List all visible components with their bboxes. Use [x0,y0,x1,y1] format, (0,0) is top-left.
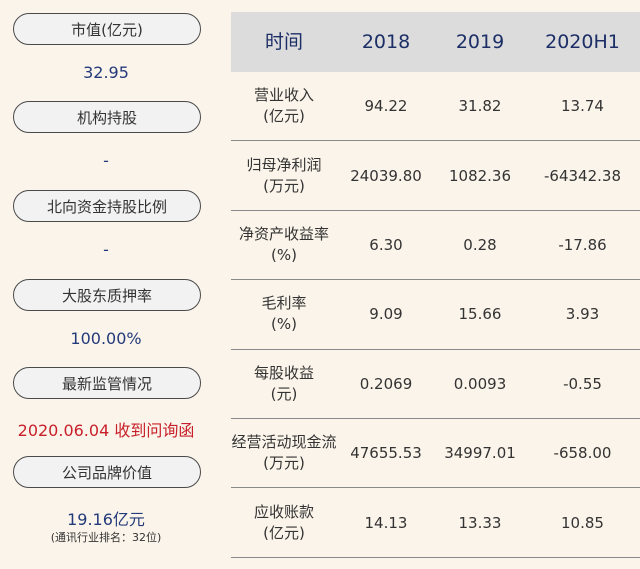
row-label-line1: 归母净利润 [246,155,322,174]
table-row: 归母净利润 (万元) 24039.80 1082.36 -64342.38 [231,141,640,211]
pill-text: 机构持股 [76,108,137,127]
row-label: 净资产收益率 (%) [231,224,337,266]
cell-2018: 6.30 [369,235,403,254]
cell-2020h1: -658.00 [553,444,612,463]
market-cap-label: 市值(亿元) [13,13,201,45]
cell-2019: 0.28 [463,235,497,254]
brand-rank-note: (通讯行业排名：32位) [50,531,162,544]
row-label-line2: (%) [271,245,297,264]
table-row: 毛利率 (%) 9.09 15.66 3.93 [231,280,640,350]
cell-2018: 94.22 [364,97,408,116]
pledge-ratio-value: 100.00% [70,329,142,348]
cell-2020h1: 10.85 [561,513,604,532]
row-label: 应收账款 (亿元) [231,502,337,544]
cell-2018: 47655.53 [350,444,422,463]
row-label-line1: 毛利率 [261,294,307,313]
pill-text: 最新监管情况 [61,374,152,393]
header-2018: 2018 [361,31,411,53]
brand-value-label: 公司品牌价值 [13,456,201,488]
row-label: 毛利率 (%) [231,293,337,335]
institutional-holding-label: 机构持股 [13,101,201,133]
row-label-line2: (元) [270,384,298,403]
row-label-line2: (%) [271,315,297,334]
row-label: 归母净利润 (万元) [231,155,337,197]
cell-2018: 24039.80 [350,166,422,185]
financial-table: 时间 2018 2019 2020H1 营业收入 (亿元) 94.22 31.82… [231,12,640,558]
table-header: 时间 2018 2019 2020H1 [231,12,640,72]
row-label: 经营活动现金流 (万元) [231,432,337,474]
row-label: 每股收益 (元) [231,363,337,405]
pill-text: 北向资金持股比例 [46,197,167,216]
cell-2019: 0.0093 [453,374,507,393]
cell-2018: 0.2069 [359,374,413,393]
pill-text: 市值(亿元) [71,20,143,39]
cell-2019: 34997.01 [444,444,516,463]
pill-text: 大股东质押率 [61,286,152,305]
table-row: 经营活动现金流 (万元) 47655.53 34997.01 -658.00 [231,419,640,489]
northbound-holding-label: 北向资金持股比例 [13,190,201,222]
northbound-holding-value: - [103,240,109,259]
row-label-line2: (万元) [263,454,305,473]
pledge-ratio-label: 大股东质押率 [13,279,201,311]
brand-value-value: 19.16亿元 [67,510,145,529]
institutional-holding-value: - [103,151,109,170]
cell-2018: 9.09 [369,305,403,324]
row-label: 营业收入 (亿元) [231,85,337,127]
regulatory-status-value: 2020.06.04 收到问询函 [17,421,195,440]
row-label-line2: (万元) [263,176,305,195]
market-cap-value: 32.95 [83,63,129,82]
cell-2019: 15.66 [458,305,502,324]
cell-2020h1: -0.55 [563,374,602,393]
table-row: 应收账款 (亿元) 14.13 13.33 10.85 [231,488,640,558]
table-row: 每股收益 (元) 0.2069 0.0093 -0.55 [231,350,640,419]
header-time: 时间 [264,30,303,53]
cell-2019: 1082.36 [448,166,512,185]
row-label-line1: 净资产收益率 [238,224,329,243]
row-label-line1: 应收账款 [253,502,314,521]
cell-2020h1: 3.93 [565,305,600,324]
pill-text: 公司品牌价值 [61,463,152,482]
row-label-line1: 经营活动现金流 [231,433,337,452]
table-row: 净资产收益率 (%) 6.30 0.28 -17.86 [231,211,640,281]
cell-2019: 13.33 [458,513,502,532]
cell-2020h1: -17.86 [558,235,607,254]
cell-2020h1: -64342.38 [544,166,621,185]
cell-2020h1: 13.74 [561,97,604,116]
regulatory-status-label: 最新监管情况 [13,367,201,399]
row-label-line1: 营业收入 [253,86,314,105]
header-2019: 2019 [455,31,505,53]
row-label-line2: (亿元) [263,107,305,126]
table-row: 营业收入 (亿元) 94.22 31.82 13.74 [231,72,640,142]
row-label-line2: (亿元) [263,523,305,542]
header-2020h1: 2020H1 [545,31,620,53]
left-panel: 市值(亿元) 32.95 机构持股 - 北向资金持股比例 - 大股东质押率 10… [0,0,212,569]
cell-2019: 31.82 [458,97,502,116]
row-label-line1: 每股收益 [253,363,314,382]
cell-2018: 14.13 [364,513,408,532]
